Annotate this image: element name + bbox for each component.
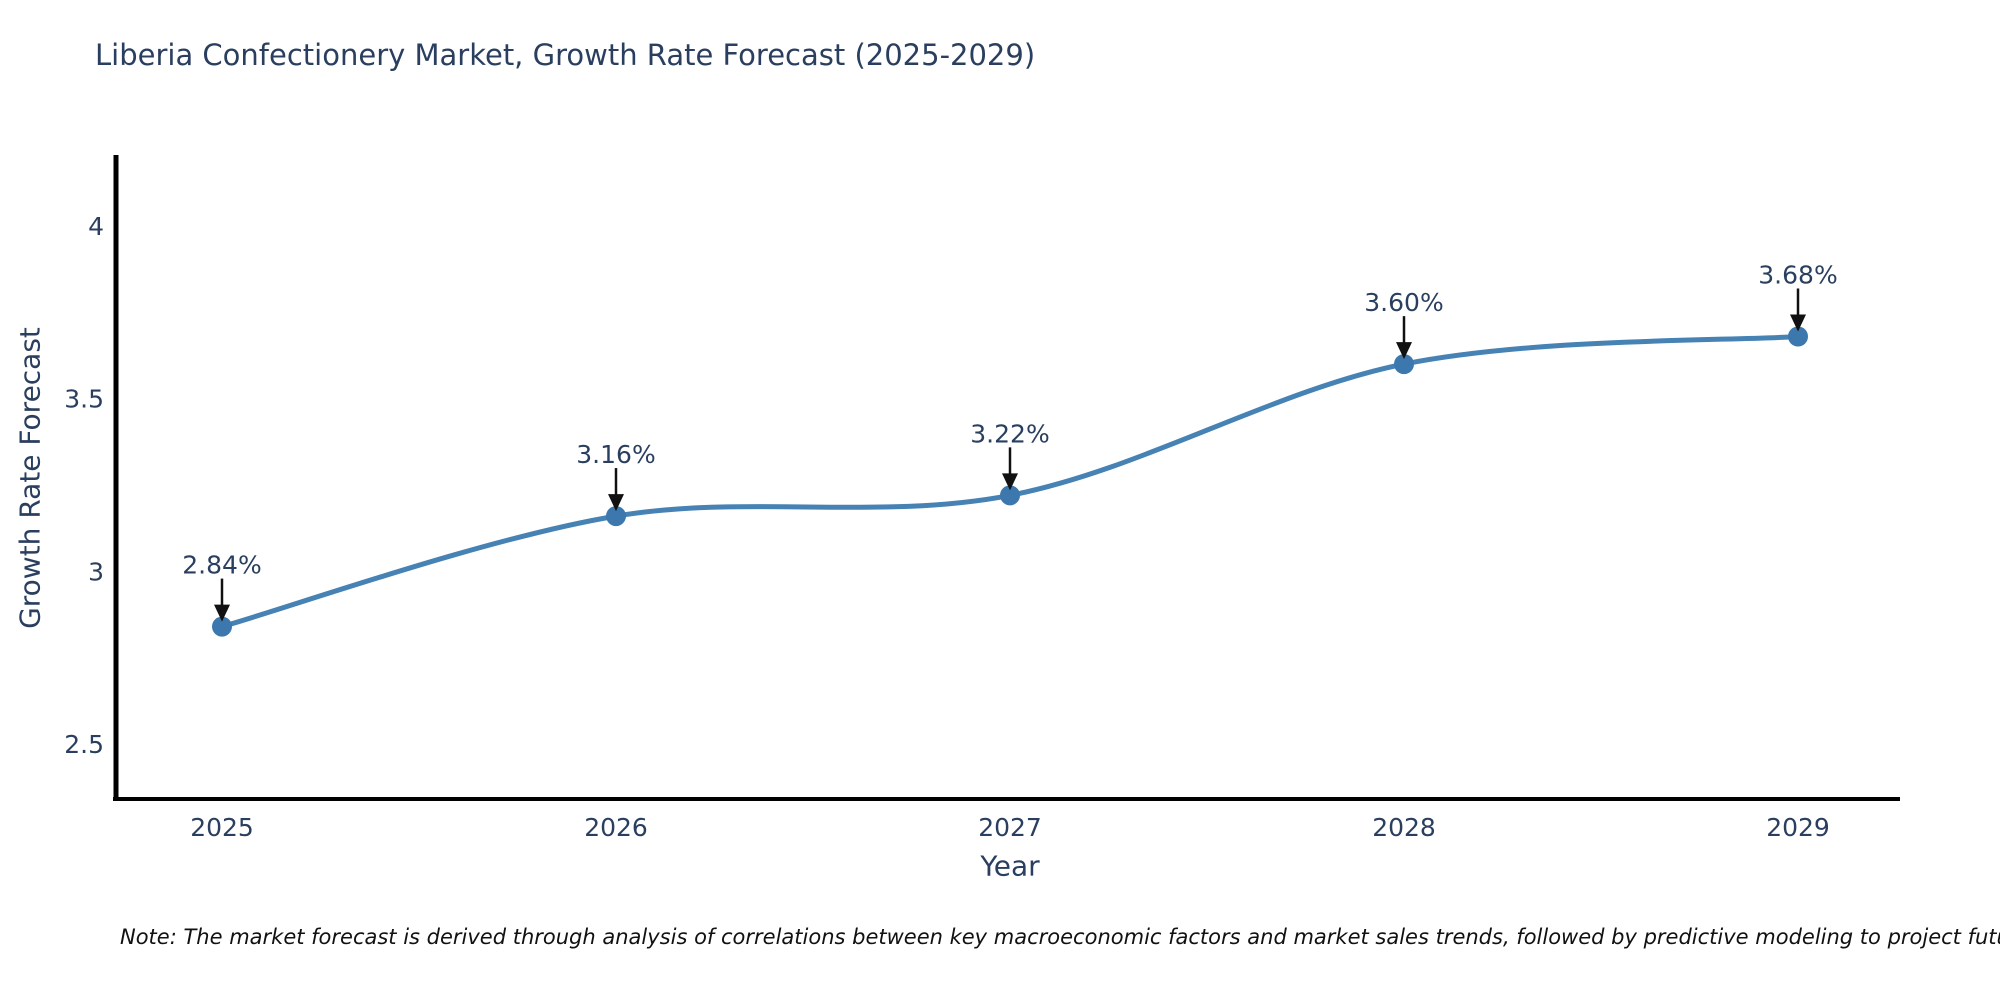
data-point-marker [1788,326,1808,347]
annotation-label: 2.84% [182,551,261,580]
annotation-arrow-head [1396,342,1412,360]
annotation-arrow-head [1790,314,1806,332]
annotation-label: 3.22% [970,419,1049,448]
y-tick-label: 3.5 [64,385,104,414]
x-tick-label: 2029 [1766,813,1830,842]
x-axis-title: Year [980,849,1040,883]
x-tick-label: 2026 [584,813,648,842]
annotation-arrow-head [214,604,230,622]
data-point-marker [1394,354,1414,375]
annotation-label: 3.16% [576,440,655,469]
data-point-marker [606,506,626,527]
annotation-arrow-head [1002,473,1018,491]
annotation-arrow-head [608,494,624,512]
footnote: Note: The market forecast is derived thr… [120,925,2000,949]
y-tick-label: 2.5 [64,730,104,759]
y-tick-label: 3 [88,557,104,586]
x-tick-label: 2027 [978,813,1042,842]
data-point-marker [1000,485,1020,506]
y-tick-label: 4 [88,212,104,241]
annotation-label: 3.60% [1364,288,1443,317]
chart-title: Liberia Confectionery Market, Growth Rat… [95,38,1036,72]
data-point-marker [212,616,232,637]
x-tick-label: 2028 [1372,813,1436,842]
x-tick-label: 2025 [190,813,254,842]
annotation-label: 3.68% [1758,261,1837,290]
